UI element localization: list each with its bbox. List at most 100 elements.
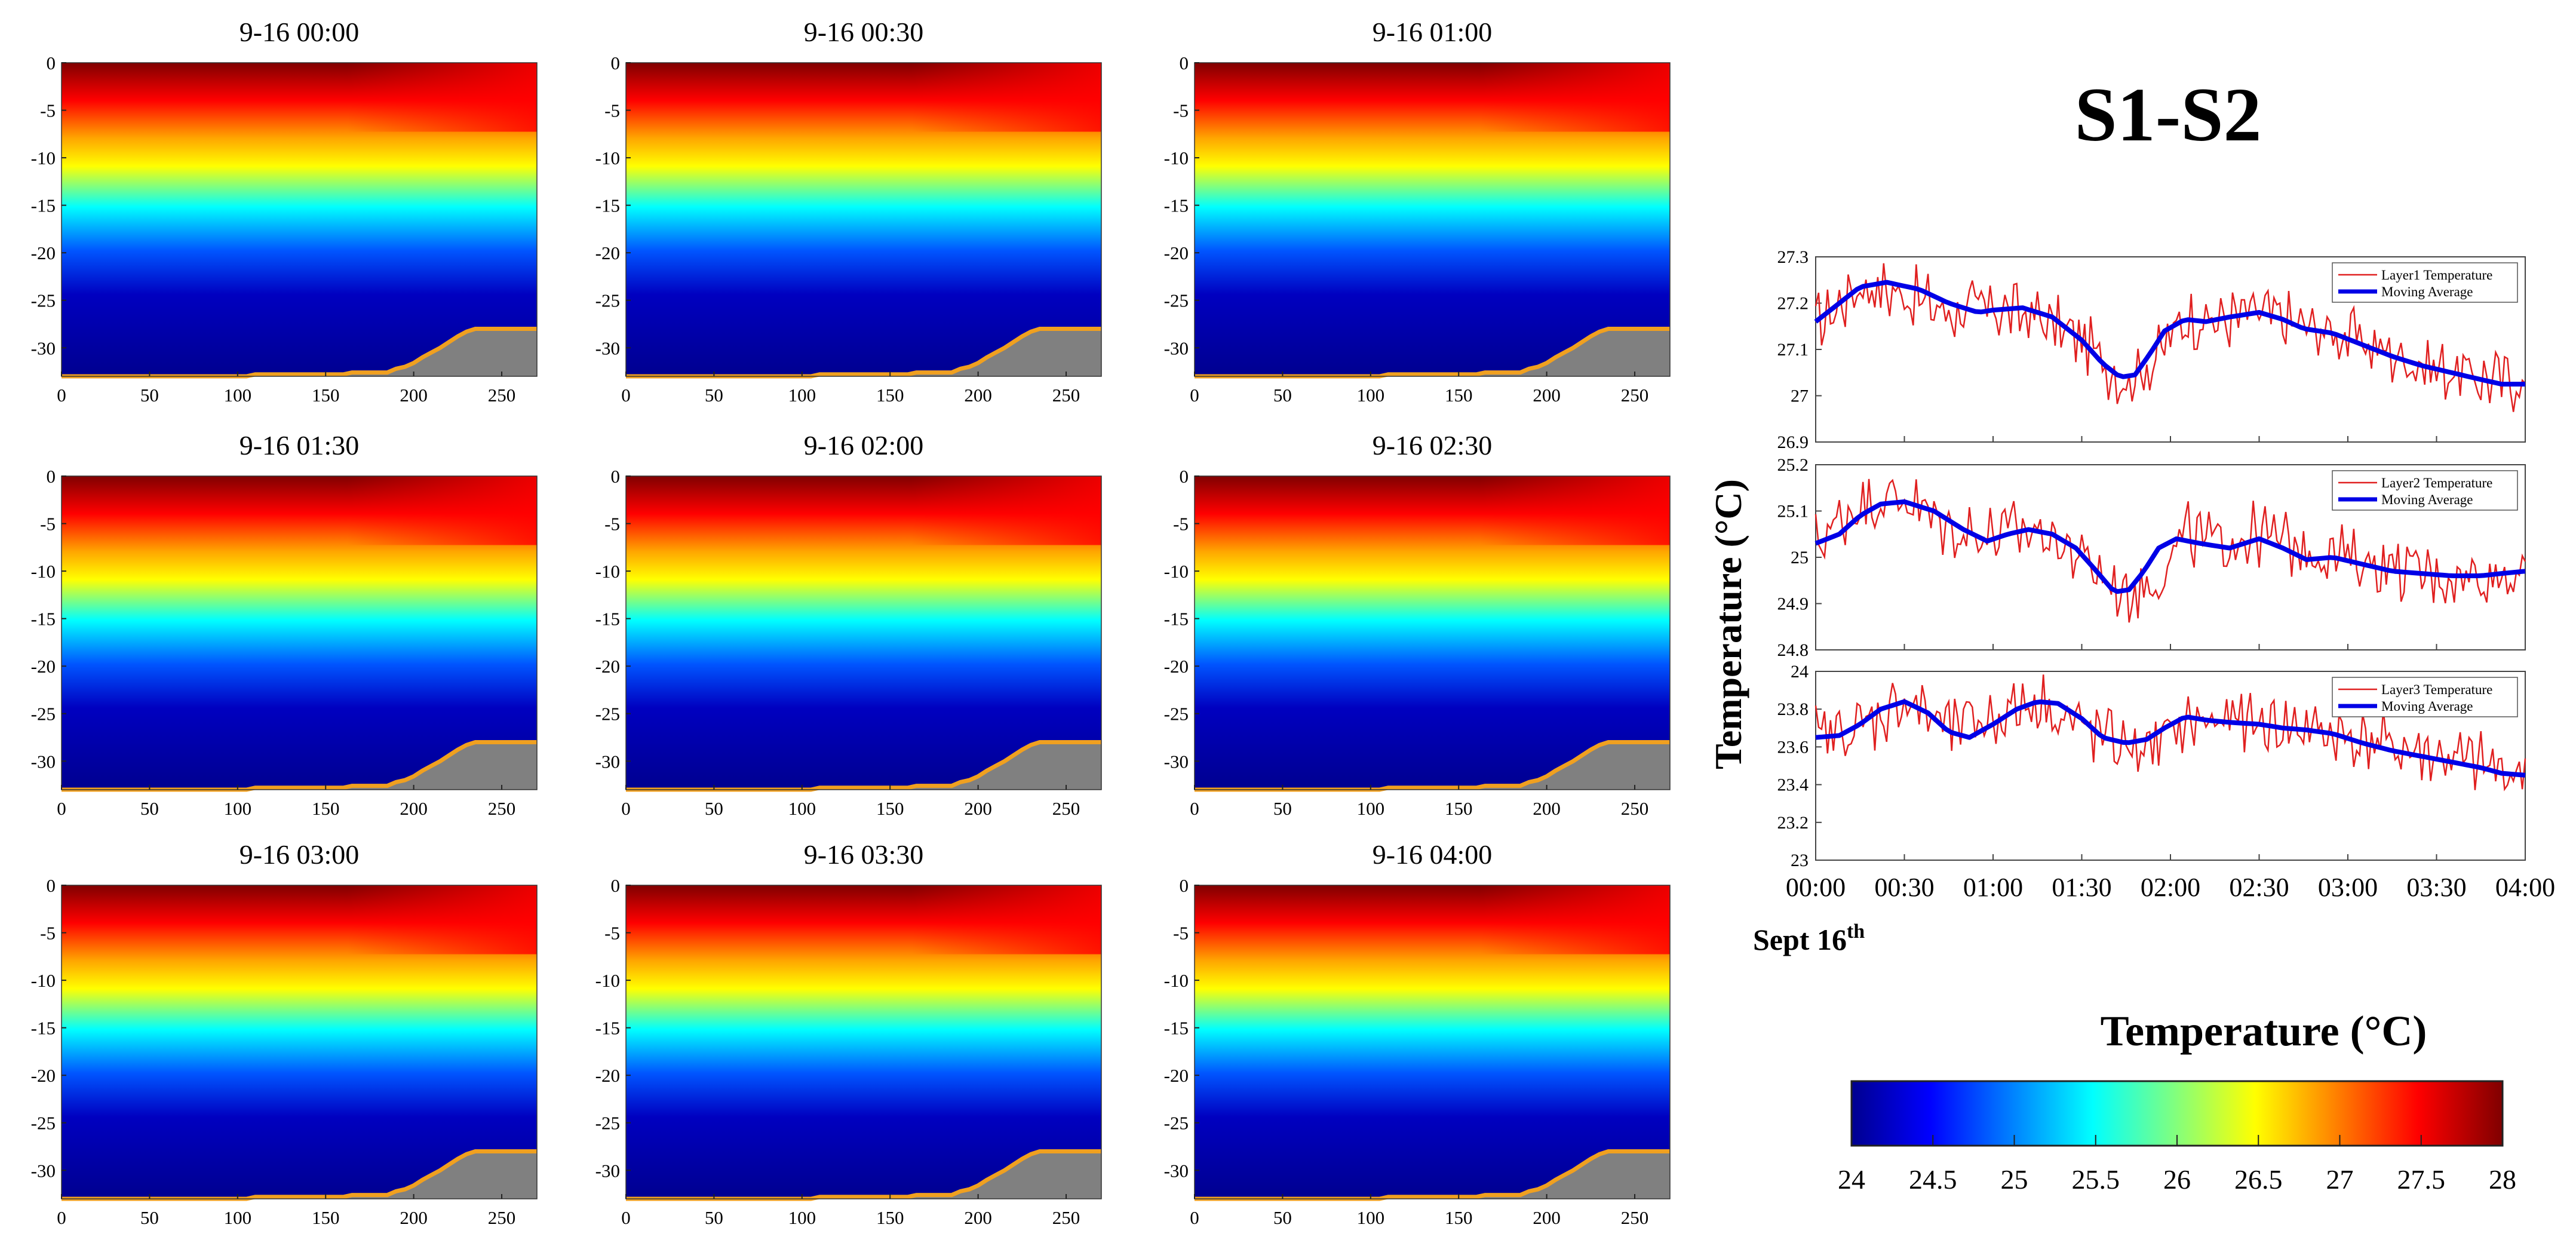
x-tick-label: 200 xyxy=(964,1207,992,1228)
y-tick-label: -20 xyxy=(31,243,56,263)
heatmap-warm-edge xyxy=(1195,885,1670,955)
y-tick-label: -20 xyxy=(1164,656,1189,677)
heatmap-frame xyxy=(625,62,1102,377)
x-tick-label: 0 xyxy=(621,385,631,406)
time-tick-label: 01:30 xyxy=(2052,873,2111,902)
moving-average-line xyxy=(1814,280,2525,387)
y-tick-label: 0 xyxy=(1180,53,1189,73)
y-tick-label: -25 xyxy=(31,1113,56,1134)
panel-title: 9-16 01:30 xyxy=(240,430,360,461)
y-tick-label: -30 xyxy=(595,751,620,772)
x-tick-label: 200 xyxy=(400,798,428,819)
heatmap-panel: 9-16 01:00 0 -5 -10 -15 -20 -25 -30 0 50 100 150 200… xyxy=(1164,17,1671,406)
x-tick-label: 0 xyxy=(1190,798,1199,819)
seabed-terrain xyxy=(1195,329,1670,376)
y-tick-label: -20 xyxy=(31,656,56,677)
y-tick-label: 0 xyxy=(611,466,621,487)
heatmap-frame xyxy=(61,885,538,1199)
y-tick-label: 24.8 xyxy=(1777,640,1809,660)
seabed-terrain xyxy=(626,742,1101,790)
y-tick-label: -15 xyxy=(31,609,56,630)
x-tick-label: 100 xyxy=(788,385,816,406)
x-tick-label: 50 xyxy=(140,385,159,406)
x-tick-label: 150 xyxy=(312,385,340,406)
y-tick-label: -15 xyxy=(1164,195,1189,216)
y-tick-label: 0 xyxy=(611,53,621,73)
y-tick-label: -5 xyxy=(1173,923,1189,944)
y-tick-label: -25 xyxy=(1164,1113,1189,1134)
main-title: S1-S2 xyxy=(2075,72,2262,157)
seabed-outline xyxy=(626,327,1101,379)
time-tick-label: 03:30 xyxy=(2406,873,2466,902)
y-tick-label: 23.4 xyxy=(1777,775,1809,795)
y-tick-label: 0 xyxy=(47,875,56,896)
timeseries-subplot: 26.9 27 27.1 27.2 27.3 Layer1 TemperatureMovi… xyxy=(1777,247,2526,452)
colorbar-tick-label: 26.5 xyxy=(2234,1164,2283,1195)
y-tick-label: -5 xyxy=(604,923,620,944)
y-tick-label: -15 xyxy=(31,195,56,216)
x-tick-label: 100 xyxy=(224,1207,252,1228)
legend-raw-label: Layer3 Temperature xyxy=(2381,682,2492,697)
heatmap-panel: 9-16 03:30 0 -5 -10 -15 -20 -25 -30 0 50 100 150 200… xyxy=(595,839,1102,1228)
x-tick-label: 50 xyxy=(1273,385,1292,406)
legend-box xyxy=(2332,470,2518,511)
y-tick-label: 27 xyxy=(1791,386,1809,406)
heatmap-frame xyxy=(1194,885,1671,1199)
x-tick-label: 150 xyxy=(1445,385,1473,406)
moving-average-line xyxy=(1814,499,2526,594)
ts-date-superscript: th xyxy=(1847,920,1865,943)
y-tick-label: -30 xyxy=(1164,751,1189,772)
x-tick-label: 200 xyxy=(400,385,428,406)
y-tick-label: -15 xyxy=(1164,1018,1189,1039)
heatmap-panel: 9-16 00:00 0 -5 -10 -15 -20 -25 -30 0 50 100 150 200… xyxy=(31,17,538,406)
heatmap-panel: 9-16 02:00 0 -5 -10 -15 -20 -25 -30 0 50 100 150 200… xyxy=(595,430,1102,819)
y-tick-label: -5 xyxy=(1173,100,1189,121)
x-tick-label: 250 xyxy=(488,385,516,406)
y-tick-label: -20 xyxy=(595,1065,620,1086)
heatmap-frame xyxy=(625,885,1102,1199)
x-tick-label: 100 xyxy=(1357,385,1385,406)
raw-temperature-line xyxy=(1814,263,2526,412)
x-tick-label: 200 xyxy=(1533,798,1561,819)
x-tick-label: 0 xyxy=(57,385,66,406)
panel-title: 9-16 01:00 xyxy=(1373,17,1493,47)
seabed-outline xyxy=(1195,740,1670,792)
y-tick-label: -20 xyxy=(595,656,620,677)
y-tick-label: -30 xyxy=(595,1160,620,1181)
x-tick-label: 200 xyxy=(1533,385,1561,406)
y-tick-label: 27.2 xyxy=(1777,294,1809,314)
x-tick-label: 0 xyxy=(57,798,66,819)
y-tick-label: -20 xyxy=(595,243,620,263)
x-tick-label: 0 xyxy=(57,1207,66,1228)
heatmap-warm-edge xyxy=(62,476,537,545)
time-tick-label: 00:00 xyxy=(1786,873,1846,902)
time-tick-label: 03:00 xyxy=(2318,873,2378,902)
seabed-outline xyxy=(1195,1149,1670,1201)
legend-box xyxy=(2332,677,2518,717)
heatmap-warm-edge xyxy=(626,885,1101,955)
seabed-outline xyxy=(62,1149,537,1201)
x-tick-label: 250 xyxy=(1621,798,1649,819)
panel-title: 9-16 00:00 xyxy=(240,17,360,47)
x-tick-label: 0 xyxy=(621,798,631,819)
seabed-outline xyxy=(626,1149,1101,1201)
y-tick-label: -25 xyxy=(595,1113,620,1134)
seabed-outline xyxy=(62,327,537,379)
y-tick-label: -30 xyxy=(1164,337,1189,358)
y-tick-label: -10 xyxy=(31,148,56,168)
ts-date-label: Sept 16th xyxy=(1753,920,1865,956)
y-tick-label: -10 xyxy=(1164,970,1189,991)
seabed-terrain xyxy=(626,329,1101,376)
x-tick-label: 100 xyxy=(1357,1207,1385,1228)
colorbar-tick-label: 27.5 xyxy=(2397,1164,2446,1195)
seabed-outline xyxy=(1195,327,1670,379)
y-tick-label: 24.9 xyxy=(1777,594,1809,614)
timeseries-subplot: 23 23.2 23.4 23.6 23.8 24 Layer3 Temperature Mo… xyxy=(1777,662,2526,870)
x-tick-label: 250 xyxy=(1052,798,1080,819)
x-tick-label: 150 xyxy=(312,1207,340,1228)
x-tick-label: 150 xyxy=(312,798,340,819)
y-tick-label: 27.1 xyxy=(1777,340,1809,360)
heatmap-warm-edge xyxy=(1195,63,1670,132)
x-tick-label: 250 xyxy=(488,1207,516,1228)
legend-avg-label: Moving Average xyxy=(2381,699,2473,714)
